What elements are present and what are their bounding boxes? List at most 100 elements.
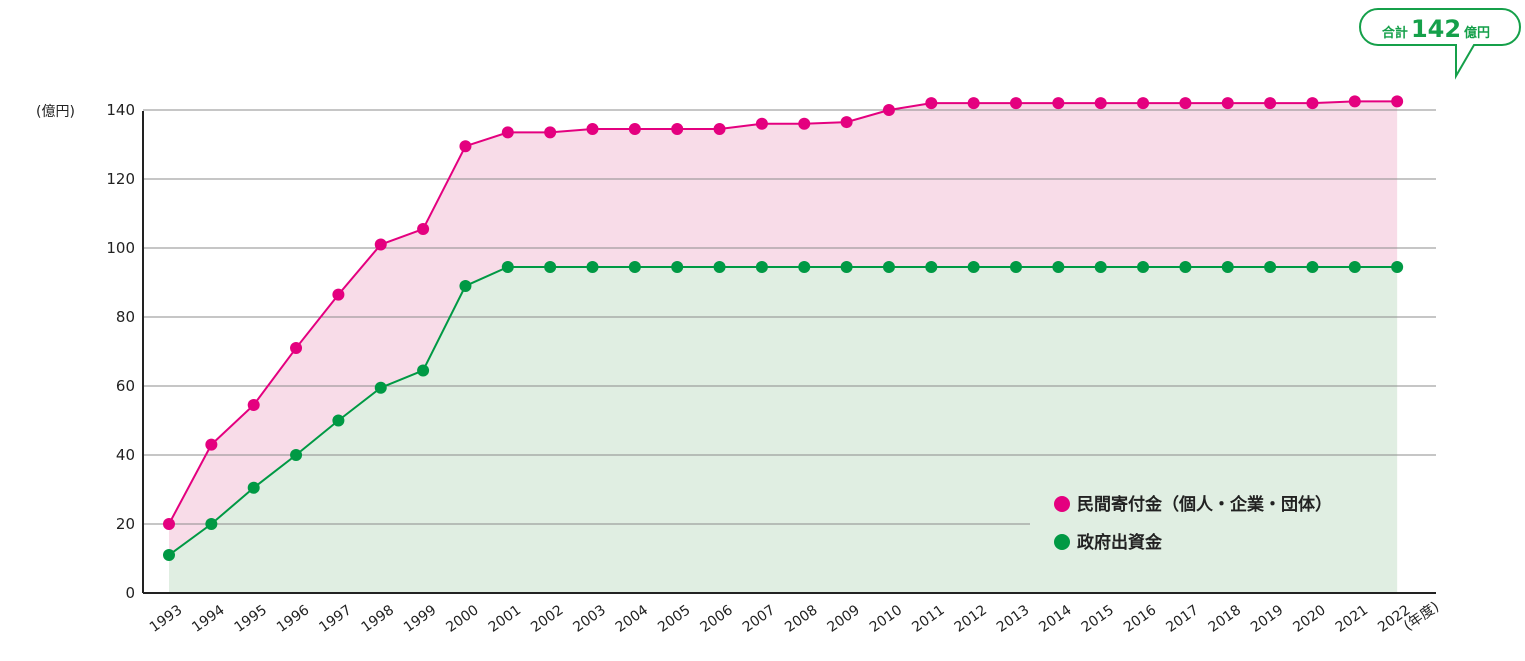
x-tick-label: 2001 — [486, 602, 524, 636]
point-private — [1306, 97, 1319, 110]
line-government — [168, 265, 1398, 556]
y-tick-label: 140 — [106, 101, 135, 119]
point-private — [1391, 95, 1404, 108]
x-tick-label: 2016 — [1121, 602, 1159, 636]
x-tick-labels: 1993 1994 1995 1996 1997 1998 1999 2000 2001 2002… — [147, 602, 1414, 636]
x-tick-label: 2015 — [1079, 602, 1117, 636]
x-tick-label: 2021 — [1333, 602, 1371, 636]
legend: 民間寄付金（個人・企業・団体） 政府出資金 — [1054, 494, 1332, 553]
point-government — [501, 260, 514, 273]
x-tick-label: 1996 — [274, 602, 312, 636]
point-private — [671, 122, 684, 135]
y-tick-label: 20 — [116, 515, 135, 533]
y-tick-label: 60 — [116, 377, 135, 395]
x-tick-label: 2007 — [740, 602, 778, 636]
axes — [142, 111, 1436, 594]
point-government — [628, 260, 641, 273]
point-private — [925, 97, 938, 110]
x-tick-label: 2012 — [952, 602, 990, 636]
point-private — [1137, 97, 1150, 110]
point-private — [163, 518, 175, 530]
point-government — [1179, 260, 1192, 273]
point-government — [798, 260, 811, 273]
x-tick-label: 1999 — [401, 602, 439, 636]
point-private — [1094, 97, 1107, 110]
x-tick-label: 2020 — [1290, 602, 1328, 636]
area-government — [169, 266, 1398, 593]
x-tick-label: 1998 — [359, 602, 397, 636]
x-tick-label: 1993 — [147, 602, 185, 636]
x-tick-label: 2017 — [1163, 602, 1201, 636]
point-private — [882, 104, 895, 116]
point-private — [1348, 95, 1361, 108]
legend-label-government: 政府出資金 — [1077, 532, 1163, 553]
x-tick-label: 2000 — [443, 602, 481, 636]
point-government — [967, 260, 980, 273]
point-government — [671, 260, 684, 273]
point-private — [290, 342, 303, 355]
point-private — [713, 122, 726, 135]
point-government — [1010, 260, 1022, 273]
x-tick-label: 2010 — [867, 602, 905, 636]
area-layer — [169, 101, 1398, 593]
x-tick-label: 2019 — [1248, 602, 1286, 636]
point-private — [628, 122, 641, 135]
point-government — [713, 260, 726, 273]
series-points — [163, 95, 1404, 562]
y-tick-label: 100 — [106, 239, 135, 257]
point-private — [1264, 97, 1277, 110]
legend-marker-government — [1054, 534, 1070, 550]
legend-item-government: 政府出資金 — [1054, 532, 1163, 553]
point-private — [1052, 97, 1065, 110]
grid-lines — [143, 109, 1436, 525]
point-government — [417, 364, 430, 377]
point-private — [459, 140, 472, 153]
point-private — [798, 117, 811, 130]
x-tick-label: 2008 — [782, 602, 820, 636]
y-tick-label: 0 — [125, 584, 135, 602]
legend-marker-private — [1054, 496, 1070, 512]
point-government — [1391, 260, 1404, 273]
point-government — [1264, 260, 1277, 273]
point-government — [840, 260, 853, 273]
point-private — [332, 288, 345, 301]
x-tick-label: 1997 — [316, 602, 354, 636]
point-government — [755, 260, 768, 273]
point-government — [1137, 260, 1150, 273]
x-tick-label: 2002 — [528, 602, 566, 636]
point-government — [1348, 260, 1361, 273]
x-tick-label: 1994 — [189, 602, 227, 636]
point-private — [1179, 97, 1192, 110]
point-government — [544, 260, 557, 273]
point-private — [501, 126, 514, 139]
point-government — [1221, 260, 1234, 273]
point-government — [290, 449, 303, 461]
line-private — [168, 100, 1398, 525]
y-tick-labels: 0 20 40 60 80 100 120 140 — [106, 101, 135, 602]
point-government — [1094, 260, 1107, 273]
x-tick-label: 2013 — [994, 602, 1032, 636]
point-private — [840, 116, 853, 129]
point-private — [586, 122, 599, 135]
point-government — [882, 260, 895, 273]
point-private — [1221, 97, 1234, 110]
point-government — [586, 260, 599, 273]
point-private — [417, 223, 430, 236]
x-tick-label: 2006 — [697, 602, 735, 636]
x-tick-label: 2018 — [1206, 602, 1244, 636]
callout-text: 合計 142 億円 — [1382, 15, 1490, 43]
x-tick-label: 2003 — [570, 602, 608, 636]
y-tick-label: 80 — [116, 308, 135, 326]
x-tick-label: 2004 — [613, 602, 651, 636]
x-tick-label: 2014 — [1036, 602, 1074, 636]
point-government — [374, 381, 387, 394]
x-tick-label: 2005 — [655, 602, 693, 636]
point-private — [544, 126, 557, 139]
legend-item-private: 民間寄付金（個人・企業・団体） — [1054, 494, 1332, 515]
y-unit-label: (億円) — [36, 104, 75, 120]
total-callout: 合計 142 億円 — [1359, 8, 1521, 80]
point-government — [163, 549, 175, 562]
x-unit-label: (年度) — [1401, 599, 1442, 634]
point-private — [205, 438, 218, 451]
